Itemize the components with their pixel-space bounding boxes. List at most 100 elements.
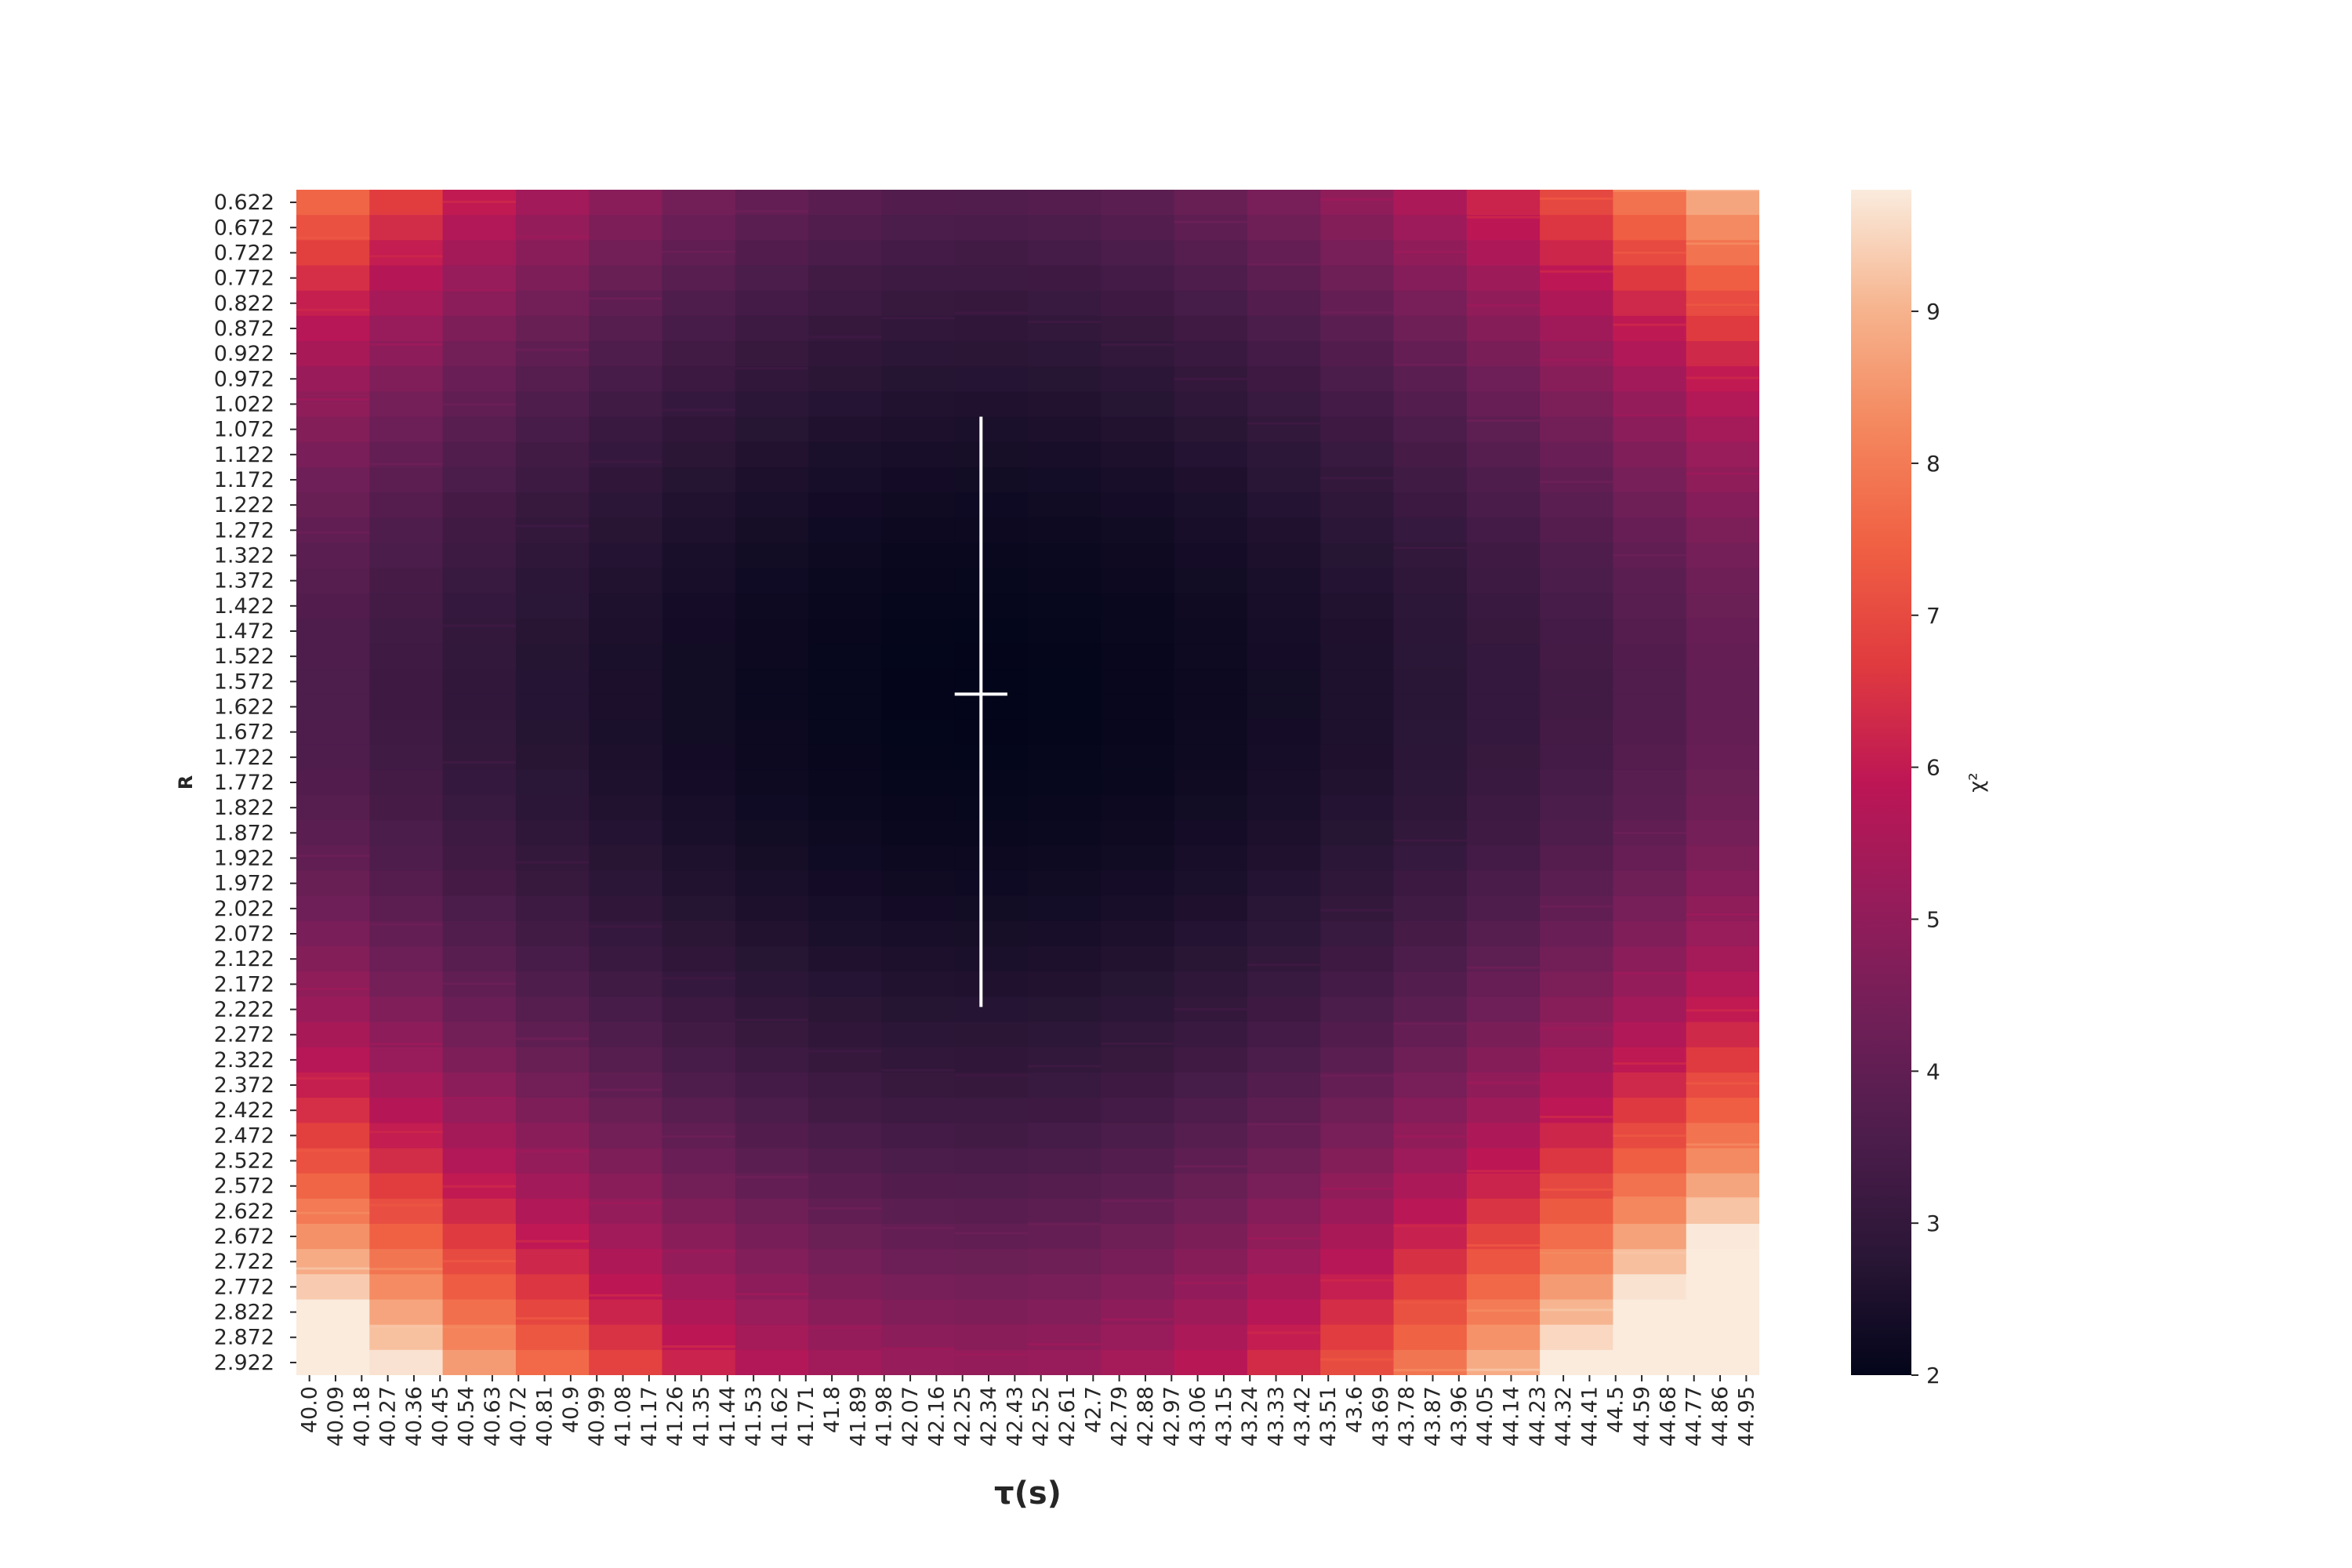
heatmap-cell <box>1466 644 1541 670</box>
x-tick-label: 43.78 <box>1395 1386 1419 1446</box>
heatmap-cell <box>1174 618 1248 644</box>
heatmap-cell <box>1174 1274 1248 1301</box>
heatmap-cell <box>1247 895 1321 922</box>
heatmap-cell <box>1101 568 1175 594</box>
heatmap-cell <box>881 820 956 847</box>
heatmap-cell <box>1174 644 1248 670</box>
heatmap-cell <box>954 618 1029 644</box>
colorbar-tick-label: 6 <box>1926 755 1940 781</box>
heatmap-cell <box>589 568 663 594</box>
heatmap-cell <box>735 492 809 518</box>
heatmap-cell <box>1686 215 1759 241</box>
heatmap-cell <box>1686 1223 1759 1250</box>
heatmap-cell <box>808 744 882 771</box>
heatmap-cell <box>1101 1173 1175 1200</box>
heatmap-cell <box>954 820 1029 847</box>
heatmap-cell <box>1247 744 1321 771</box>
heatmap-cell <box>1613 1047 1687 1073</box>
heatmap-cell <box>1466 920 1541 947</box>
heatmap-cell <box>735 1072 809 1098</box>
heatmap-cell <box>1540 694 1613 720</box>
heatmap-cell <box>1028 644 1102 670</box>
heatmap-cell <box>369 1349 444 1375</box>
x-tick-label: 41.8 <box>820 1386 844 1433</box>
heatmap-cell <box>1613 744 1687 771</box>
heatmap-cell <box>1247 568 1321 594</box>
heatmap-cell <box>1101 870 1175 897</box>
heatmap-cell <box>515 996 590 1023</box>
heatmap-cell <box>1466 1047 1541 1073</box>
heatmap-cell <box>1466 517 1541 543</box>
heatmap-cell <box>954 1198 1029 1225</box>
heatmap-cell <box>735 1198 809 1225</box>
x-tick-label: 40.18 <box>350 1386 374 1446</box>
heatmap-cell <box>1174 1022 1248 1048</box>
heatmap-cell <box>1320 820 1395 847</box>
heatmap-cell <box>515 920 590 947</box>
heatmap-cell <box>881 190 956 216</box>
x-tick-label: 44.5 <box>1604 1386 1628 1433</box>
x-tick-label: 41.53 <box>742 1386 766 1446</box>
y-tick-label: 1.772 <box>214 771 274 795</box>
heatmap-cell <box>1466 290 1541 317</box>
heatmap-cell <box>1466 391 1541 418</box>
heatmap-cell <box>589 441 663 468</box>
heatmap-cell <box>1174 315 1248 342</box>
heatmap-cell <box>296 240 370 267</box>
heatmap-cell <box>954 644 1029 670</box>
heatmap-cell <box>1686 669 1759 695</box>
heatmap-cell <box>442 769 517 796</box>
heatmap-cell <box>369 820 444 847</box>
heatmap-cell <box>442 845 517 872</box>
heatmap-cell <box>1540 719 1613 746</box>
heatmap-cell <box>369 265 444 292</box>
heatmap-cell <box>881 644 956 670</box>
heatmap-cell <box>589 517 663 543</box>
heatmap-cell <box>1247 366 1321 392</box>
heatmap-cell <box>1028 543 1102 569</box>
heatmap-cell <box>1686 1274 1759 1301</box>
heatmap-cell <box>369 1098 444 1123</box>
heatmap-cell <box>1247 1123 1321 1149</box>
heatmap-cell <box>954 315 1029 342</box>
heatmap-cell <box>954 694 1029 720</box>
heatmap-cell <box>1686 870 1759 897</box>
y-tick-label: 0.672 <box>214 216 274 240</box>
heatmap-cell <box>808 341 882 367</box>
heatmap-cell <box>735 1299 809 1326</box>
heatmap-cell <box>1320 492 1395 518</box>
heatmap-cell <box>808 769 882 796</box>
heatmap-cell <box>1174 416 1248 443</box>
heatmap-cell <box>1393 290 1468 317</box>
heatmap-cell <box>515 543 590 569</box>
heatmap-cell <box>735 466 809 493</box>
heatmap-cell <box>515 593 590 619</box>
heatmap-cell <box>808 1198 882 1225</box>
heatmap-cell <box>1101 769 1175 796</box>
heatmap-cell <box>1540 290 1613 317</box>
heatmap-cell <box>296 669 370 695</box>
heatmap-cell <box>808 845 882 872</box>
heatmap-cell <box>1320 1123 1395 1149</box>
heatmap-cell <box>515 517 590 543</box>
heatmap-cell <box>954 1223 1029 1250</box>
heatmap-cell <box>1320 215 1395 241</box>
heatmap-cell <box>1686 341 1759 367</box>
heatmap-cell <box>808 593 882 619</box>
heatmap-cell <box>662 870 736 897</box>
x-tick-label: 42.43 <box>1003 1386 1027 1446</box>
heatmap-cell <box>808 492 882 518</box>
heatmap-cell <box>1540 341 1613 367</box>
y-tick-label: 1.022 <box>214 392 274 416</box>
heatmap-cell <box>1393 946 1468 972</box>
heatmap-cell <box>1540 845 1613 872</box>
heatmap-cell <box>1028 391 1102 418</box>
heatmap-cell <box>589 618 663 644</box>
heatmap-cell <box>954 1148 1029 1174</box>
heatmap-cell <box>1613 517 1687 543</box>
heatmap-cell <box>1613 618 1687 644</box>
heatmap-cell <box>808 543 882 569</box>
heatmap-cell <box>954 568 1029 594</box>
heatmap-cell <box>1393 1047 1468 1073</box>
heatmap-cell <box>1393 895 1468 922</box>
